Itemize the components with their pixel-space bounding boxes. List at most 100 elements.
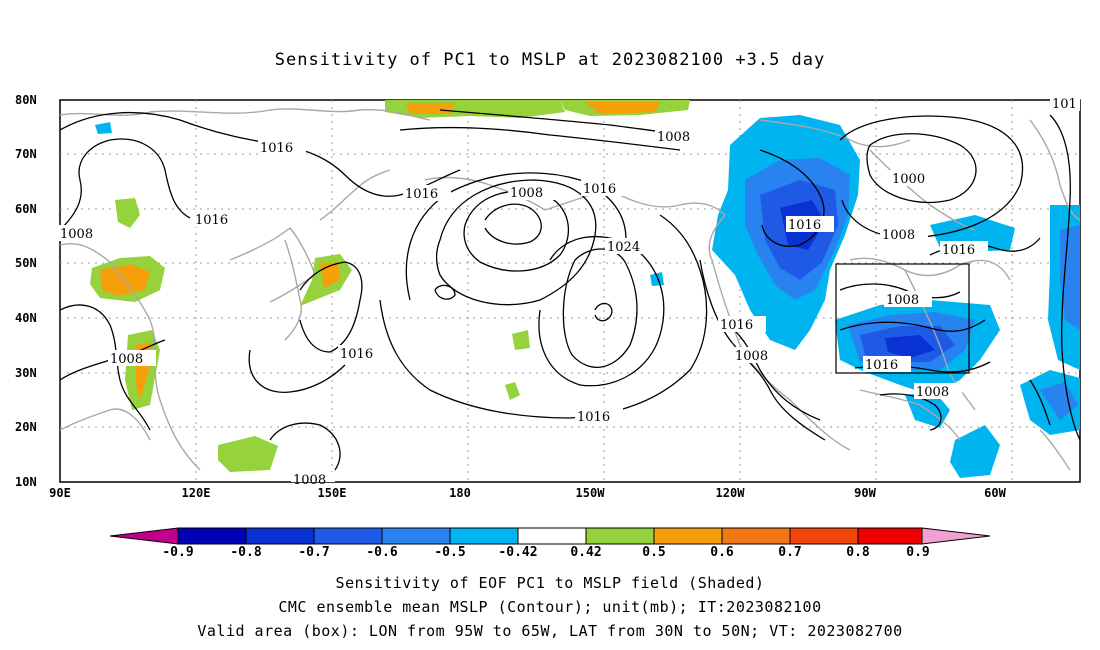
contour-1016-outer	[405, 172, 627, 301]
green-patch-pacific	[512, 330, 530, 350]
svg-text:1008: 1008	[886, 293, 919, 308]
green-patch-philippines	[218, 436, 278, 472]
colorbar-label: 0.42	[570, 545, 602, 560]
contour-label: 1016	[940, 241, 988, 258]
mid-blue-atlantic	[1060, 225, 1080, 330]
contour-label: 1016	[575, 408, 623, 425]
contour-1008-asia	[59, 138, 191, 231]
colorbar-label: -0.9	[162, 545, 194, 560]
colorbar-label: -0.6	[366, 545, 398, 560]
colorbar-cell	[789, 527, 859, 545]
contour-label: 1008	[880, 226, 928, 243]
lat-label: 80N	[15, 93, 37, 107]
lat-label: 50N	[15, 256, 37, 270]
colorbar-label: 0.7	[778, 545, 802, 560]
svg-text:101: 101	[1052, 97, 1077, 112]
valid-area-box	[835, 263, 970, 374]
lon-label: 180	[449, 486, 471, 500]
lat-label: 40N	[15, 311, 37, 325]
svg-text:1016: 1016	[788, 218, 821, 233]
colorbar-label: -0.7	[298, 545, 330, 560]
contour-label: 1016	[863, 356, 911, 373]
contour-label: 1008	[58, 225, 106, 242]
colorbar-cell	[585, 527, 655, 545]
colorbar-cell	[857, 527, 923, 545]
contour-1008-na	[719, 319, 821, 421]
contour-low-inner	[434, 284, 456, 300]
contour-1020-high	[538, 235, 665, 387]
light-blue-caribbean	[950, 425, 1000, 478]
lon-label: 120W	[715, 486, 745, 500]
caption-line: CMC ensemble mean MSLP (Contour); unit(m…	[278, 598, 822, 616]
lon-label: 150W	[575, 486, 605, 500]
svg-text:1008: 1008	[510, 186, 543, 201]
contour-label: 1016	[786, 216, 834, 233]
colorbar-label: -0.8	[230, 545, 262, 560]
lat-label: 60N	[15, 202, 37, 216]
contour-1008-low	[484, 203, 542, 245]
contour-label: 1016	[581, 180, 629, 197]
light-blue-arctic-small	[95, 122, 112, 134]
contour-label: 1008	[884, 291, 932, 308]
contour-label: 1016	[193, 211, 241, 228]
contour-1016-japan	[299, 261, 363, 353]
svg-text:1016: 1016	[865, 358, 898, 373]
mid-blue-subtropical	[1040, 382, 1078, 420]
colorbar-cell	[245, 527, 315, 545]
colorbar-cell	[721, 527, 791, 545]
colorbar-cell	[653, 527, 723, 545]
svg-text:1008: 1008	[882, 228, 915, 243]
svg-text:1008: 1008	[110, 352, 143, 367]
svg-text:1008: 1008	[916, 385, 949, 400]
lon-label: 150E	[317, 486, 347, 500]
svg-text:1016: 1016	[195, 213, 228, 228]
svg-text:1016: 1016	[260, 141, 293, 156]
contour-label: 1024	[605, 238, 653, 255]
svg-text:1008: 1008	[735, 349, 768, 364]
contour-label: 1016	[718, 316, 766, 333]
colorbar-min-triangle	[109, 527, 179, 545]
colorbar-label: 0.6	[710, 545, 734, 560]
contour-1016-arctic	[399, 126, 681, 151]
colorbar-label: 0.9	[906, 545, 930, 560]
contour-label: 1016	[403, 185, 451, 202]
colorbar-max-triangle	[921, 527, 991, 545]
contour-high-inner	[594, 302, 613, 322]
lon-label: 120E	[181, 486, 211, 500]
svg-text:1008: 1008	[657, 130, 690, 145]
colorbar-label: 0.8	[846, 545, 870, 560]
colorbar-cell	[177, 527, 247, 545]
orange-patch-arctic-2	[585, 102, 660, 114]
lat-label: 10N	[15, 475, 37, 489]
colorbar-cell	[313, 527, 383, 545]
green-patch-tibet	[115, 198, 140, 228]
gridlines	[60, 100, 1080, 482]
caption-line: Sensitivity of EOF PC1 to MSLP field (Sh…	[335, 574, 765, 592]
contour-1016-asia-2	[59, 304, 151, 431]
svg-text:1008: 1008	[293, 473, 326, 488]
caption-line: Valid area (box): LON from 95W to 65W, L…	[197, 622, 903, 640]
contour-atlantic-2	[1029, 379, 1051, 426]
light-blue-alaska-small	[650, 272, 664, 286]
contour-label: 101	[1050, 95, 1080, 112]
contour-1008-east	[839, 283, 961, 299]
contour-label: 1008	[733, 347, 781, 364]
contour-label: 1016	[258, 139, 306, 156]
colorbar-cell	[517, 527, 587, 545]
contour-1008-gulf	[879, 393, 942, 431]
contour-label: 1008	[914, 383, 962, 400]
contour-label: 1016	[338, 345, 386, 362]
colorbar	[109, 527, 991, 545]
contour-1016-pacific-2	[248, 349, 346, 393]
svg-text:1016: 1016	[942, 243, 975, 258]
contour-label: 1000	[890, 170, 938, 187]
colorbar-cell	[449, 527, 519, 545]
contour-label: 1008	[108, 350, 156, 367]
contour-1016-south	[269, 422, 341, 471]
colorbar-label: -0.5	[434, 545, 466, 560]
contour-label: 1008	[508, 184, 556, 201]
dark-blue-eastus	[885, 335, 935, 358]
lon-label: 60W	[984, 486, 1006, 500]
svg-text:1000: 1000	[892, 172, 925, 187]
